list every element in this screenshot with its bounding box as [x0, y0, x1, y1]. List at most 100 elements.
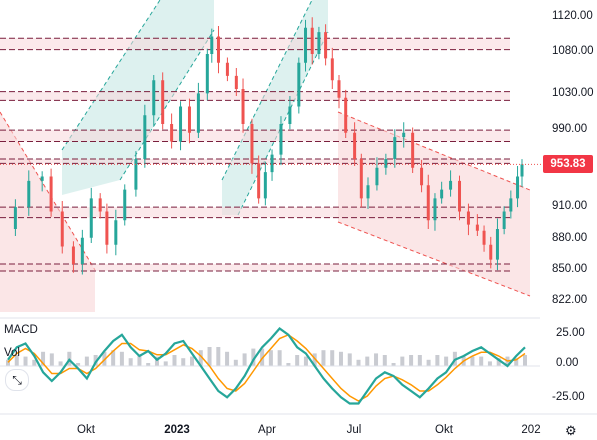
macd-tick-label: 0.00 — [556, 357, 579, 369]
histogram-bar — [487, 361, 492, 366]
candle-body — [234, 75, 238, 89]
histogram-bar — [347, 353, 352, 366]
candle-body — [520, 164, 524, 177]
histogram-bar — [479, 356, 484, 366]
candle-body — [502, 211, 506, 229]
candle-body — [210, 36, 214, 54]
histogram-bar — [365, 356, 370, 366]
histogram-bar — [207, 347, 212, 366]
support-resistance-zone — [0, 159, 510, 164]
candle-body — [161, 80, 165, 124]
histogram-bar — [119, 351, 124, 366]
candle-body — [466, 211, 470, 225]
candle-body — [279, 124, 283, 155]
histogram-bar — [41, 351, 46, 366]
up-channel-line — [237, 31, 329, 216]
candle-body — [49, 176, 53, 212]
macd-line — [7, 327, 526, 405]
histogram-bar — [216, 347, 221, 366]
candle-body — [304, 27, 308, 63]
macd-tick-label: 25.00 — [556, 327, 585, 339]
x-tick-label: Okt — [77, 424, 95, 436]
histogram-bar — [435, 355, 440, 366]
candle-body — [384, 159, 388, 168]
candle-body — [71, 246, 75, 264]
histogram-bar — [330, 350, 335, 366]
y-tick-label: 1080.00 — [552, 45, 594, 57]
candle-body — [170, 124, 174, 142]
candle-body — [98, 198, 102, 212]
histogram-bar — [338, 351, 343, 366]
histogram-bar — [198, 350, 203, 366]
y-tick-label: 990.00 — [552, 123, 588, 135]
histogram-bar — [268, 350, 273, 366]
macd-pane-label: MACD — [4, 324, 38, 336]
candle-body — [393, 137, 397, 159]
candle-body — [366, 185, 370, 199]
support-resistance-zone — [0, 91, 510, 101]
y-tick-label: 910.00 — [552, 200, 588, 212]
candle-body — [250, 124, 254, 164]
histogram-bar — [163, 361, 168, 366]
candle-body — [257, 163, 261, 199]
histogram-bar — [242, 353, 247, 366]
histogram-bar — [76, 363, 81, 366]
histogram-bar — [496, 358, 501, 366]
histogram-bar — [303, 356, 308, 366]
histogram-bar — [400, 356, 405, 366]
histogram-bar — [444, 356, 449, 366]
histogram-bar — [154, 356, 159, 366]
candle-body — [60, 211, 64, 247]
candle-body — [495, 229, 499, 260]
x-tick-label: 202 — [521, 424, 541, 436]
candle-body — [225, 62, 229, 76]
histogram-bar — [382, 355, 387, 366]
histogram-bar — [128, 358, 133, 366]
candle-body — [297, 62, 301, 107]
candle-body — [375, 167, 379, 186]
candle-body — [216, 36, 220, 63]
support-resistance-zone — [0, 130, 510, 142]
y-tick-label: 1030.00 — [552, 87, 594, 99]
candle-body — [458, 180, 462, 212]
histogram-bar — [426, 359, 431, 366]
candle-body — [426, 185, 430, 221]
gear-icon[interactable]: ⚙ — [565, 423, 577, 438]
histogram-bar — [190, 356, 195, 366]
x-tick-label: 2023 — [164, 424, 190, 436]
histogram-bar — [260, 348, 265, 366]
candle-body — [489, 244, 493, 260]
histogram-bar — [251, 348, 256, 366]
histogram-bar — [14, 355, 19, 366]
candle-body — [196, 93, 200, 133]
histogram-bar — [417, 355, 422, 366]
candle-body — [263, 172, 267, 199]
candle-body — [270, 154, 274, 173]
y-tick-label: 1120.00 — [552, 10, 593, 22]
x-tick-label: Okt — [435, 424, 453, 436]
histogram-bar — [32, 359, 37, 366]
up-channel-line — [221, 0, 313, 181]
y-tick-label: 850.00 — [552, 263, 588, 275]
candle-body — [317, 32, 321, 54]
histogram-bar — [277, 350, 282, 366]
candle-body — [187, 106, 191, 133]
candle-body — [80, 237, 84, 264]
x-tick-label: Jul — [346, 424, 362, 436]
candle-body — [449, 180, 453, 190]
histogram-bar — [391, 363, 396, 366]
histogram-bar — [23, 356, 28, 366]
histogram-bar — [409, 355, 414, 366]
histogram-bar — [356, 359, 361, 366]
histogram-bar — [321, 350, 326, 366]
candle-body — [402, 132, 406, 138]
histogram-bar — [514, 358, 519, 366]
histogram-bar — [181, 358, 186, 366]
expand-icon[interactable]: ⤡ — [5, 369, 29, 391]
candle-body — [13, 207, 17, 229]
histogram-bar — [111, 350, 116, 366]
histogram-bar — [286, 363, 291, 366]
candle-body — [440, 189, 444, 199]
